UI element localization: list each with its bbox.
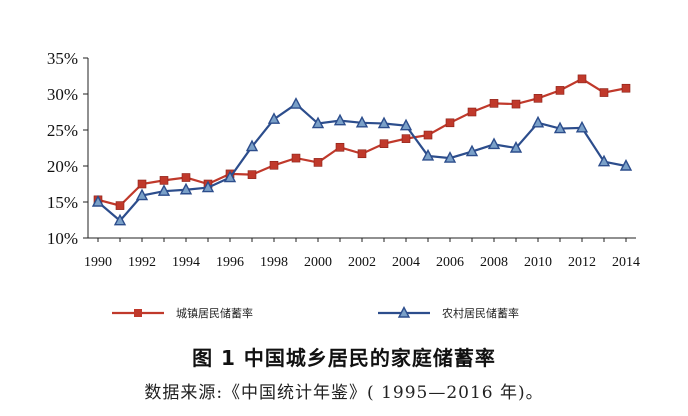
chart-axes: 10% 15% 20% 25% 30% 35% 1990 1992 1994 1996 1998 20…: [47, 49, 640, 270]
data-point: [135, 188, 149, 201]
data-point: [597, 154, 611, 167]
y-tick-label: 25%: [47, 121, 78, 140]
data-point: [223, 170, 237, 183]
data-point: [181, 173, 191, 182]
legend-marker: [397, 305, 411, 318]
data-point: [201, 180, 215, 193]
data-point: [599, 88, 609, 97]
data-point: [621, 83, 631, 93]
x-tick-label: 2004: [392, 255, 420, 270]
data-point: [289, 97, 303, 109]
data-point: [333, 113, 347, 126]
x-tick-label: 2012: [568, 255, 596, 270]
y-tick-label: 35%: [47, 49, 78, 68]
data-point: [619, 158, 633, 171]
x-tick-label: 2000: [304, 255, 332, 270]
data-point: [355, 115, 369, 128]
data-point: [553, 121, 567, 134]
data-point: [509, 140, 523, 153]
chart-series: [91, 74, 633, 226]
data-point: [313, 158, 323, 167]
legend-item: 城镇居民储蓄率: [112, 306, 253, 320]
data-point: [489, 99, 499, 108]
data-point: [311, 116, 325, 129]
data-point: [533, 94, 543, 103]
data-point: [179, 182, 193, 195]
data-point: [423, 130, 433, 140]
series-urban: [93, 74, 631, 210]
data-point: [465, 144, 479, 157]
x-tick-label: 2014: [612, 255, 640, 270]
data-point: [159, 176, 169, 185]
data-point: [577, 74, 587, 84]
data-point: [247, 170, 257, 179]
x-tick-label: 1994: [172, 255, 200, 270]
data-point: [335, 142, 345, 152]
data-point: [443, 151, 457, 163]
data-point: [379, 139, 389, 148]
data-point: [291, 153, 301, 163]
data-point: [137, 179, 147, 189]
data-point: [575, 120, 589, 133]
data-source-note: 数据来源:《中国统计年鉴》( 1995—2016 年)。: [144, 383, 544, 403]
data-point: [113, 213, 127, 226]
legend-marker: [134, 309, 142, 317]
data-point: [401, 134, 411, 143]
series-line: [97, 77, 627, 207]
data-point: [357, 149, 367, 159]
legend-item: 农村居民储蓄率: [378, 305, 519, 320]
data-point: [399, 118, 413, 131]
data-point: [445, 118, 455, 128]
x-tick-label: 1992: [128, 255, 156, 270]
data-point: [487, 137, 501, 150]
data-point: [467, 107, 477, 117]
x-tick-label: 1996: [216, 255, 244, 270]
x-tick-label: 2002: [348, 255, 376, 270]
y-tick-label: 10%: [47, 229, 78, 248]
data-point: [245, 139, 259, 152]
legend-label: 农村居民储蓄率: [442, 306, 519, 320]
data-point: [421, 148, 435, 161]
data-point: [267, 112, 281, 124]
data-point: [531, 115, 545, 128]
x-tick-label: 2006: [436, 255, 464, 270]
data-point: [115, 201, 125, 210]
data-point: [91, 194, 105, 207]
x-tick-label: 2008: [480, 255, 508, 270]
chart: 10% 15% 20% 25% 30% 35% 1990 1992 1994 1996 1998 20…: [47, 49, 640, 320]
series-rural: [91, 97, 633, 226]
chart-legend: 城镇居民储蓄率 农村居民储蓄率: [112, 305, 519, 320]
y-tick-label: 15%: [47, 193, 78, 212]
y-tick-label: 30%: [47, 85, 78, 104]
y-tick-label: 20%: [47, 157, 78, 176]
data-point: [377, 116, 391, 129]
data-point: [157, 184, 171, 196]
x-tick-label: 1998: [260, 255, 288, 270]
data-point: [269, 160, 279, 170]
data-point: [555, 86, 565, 95]
legend-label: 城镇居民储蓄率: [176, 306, 253, 320]
data-point: [511, 99, 521, 109]
x-tick-label: 2010: [524, 255, 552, 270]
figure-caption: 图 1 中国城乡居民的家庭储蓄率: [192, 346, 496, 370]
x-tick-label: 1990: [84, 255, 112, 270]
